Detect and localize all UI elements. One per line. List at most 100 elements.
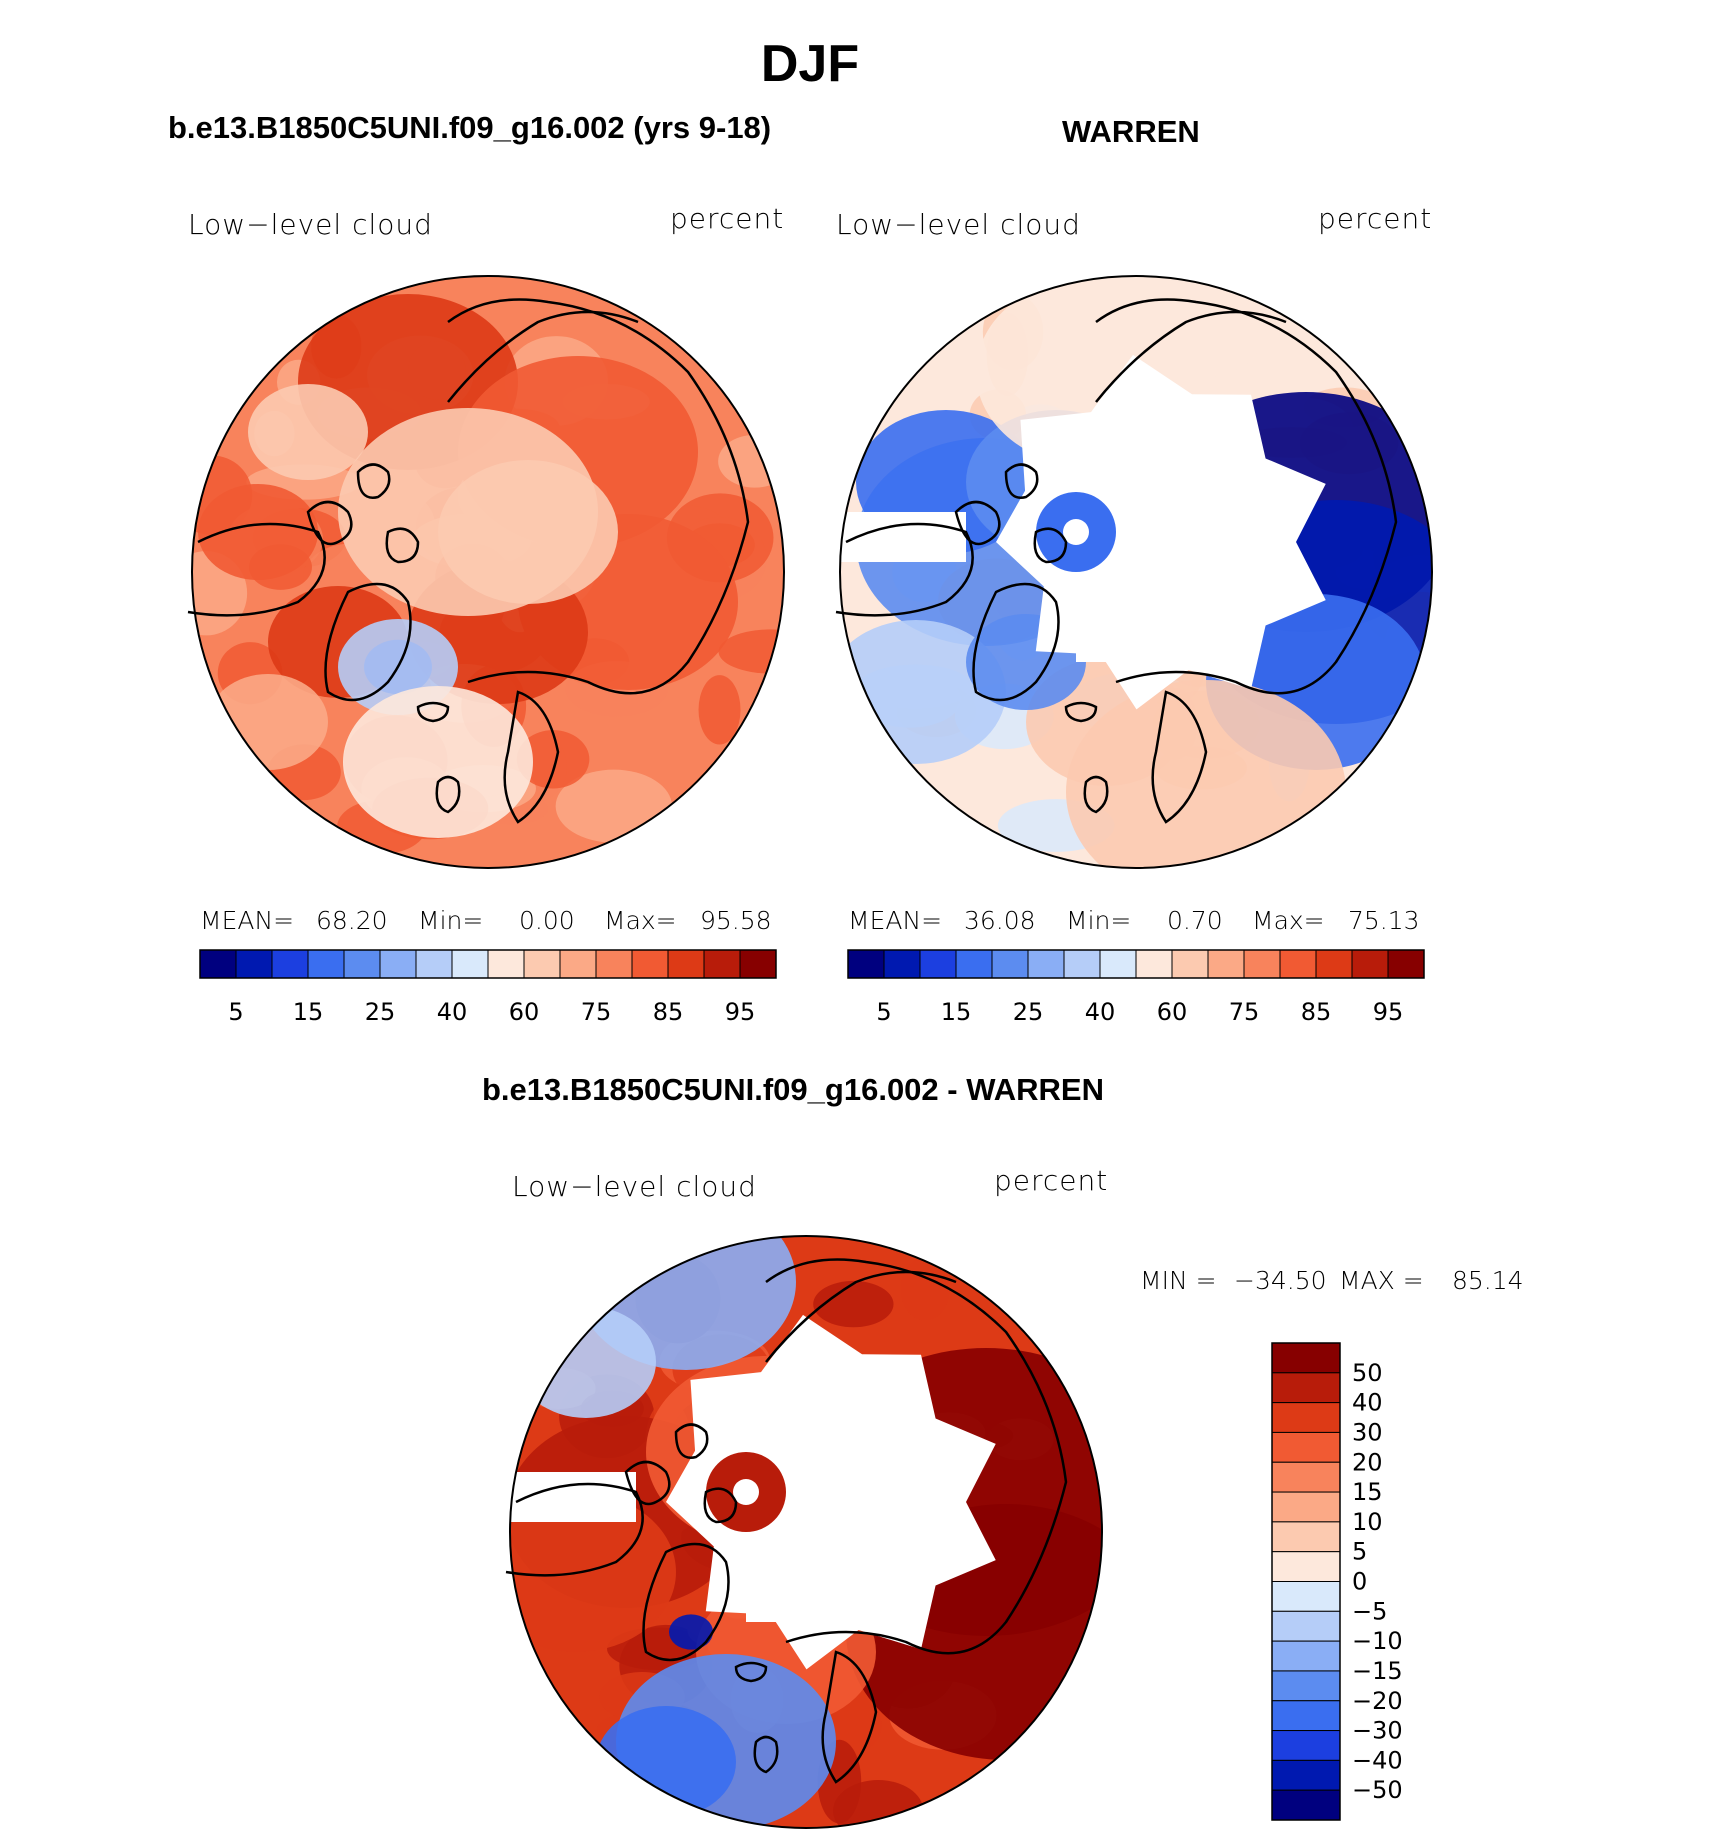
field-patch	[813, 1280, 894, 1328]
coastline	[674, 1423, 709, 1459]
figure-title: DJF	[760, 35, 860, 93]
colorbar-swatch	[631, 949, 669, 979]
field-region	[198, 484, 318, 580]
colorbar-tick-label: −10	[1352, 1627, 1403, 1655]
colorbar-swatch	[595, 949, 633, 979]
colorbar-tick-label: 5	[876, 998, 891, 1026]
colorbar-tick-label: 40	[1085, 998, 1116, 1026]
colorbar-swatch	[1271, 1402, 1341, 1433]
colorbar-swatch	[1243, 949, 1281, 979]
panel1-min-value: 0.00	[519, 906, 575, 935]
colorbar-swatch	[1271, 1610, 1341, 1642]
field-region	[596, 1706, 736, 1818]
colorbar-swatch	[1135, 949, 1173, 979]
colorbar-swatch	[487, 949, 525, 979]
field-region	[438, 460, 618, 604]
panel3-coastlines	[505, 1258, 1068, 1784]
panel2-title: WARREN	[1062, 114, 1200, 149]
colorbar-swatch	[919, 949, 957, 979]
colorbar-tick-label: 25	[1013, 998, 1044, 1026]
colorbar-swatch	[199, 949, 237, 979]
missing-data-block	[746, 1562, 796, 1622]
colorbar-tick-label: 75	[1229, 998, 1260, 1026]
panel3-min-label: MIN =	[1140, 1266, 1217, 1295]
coastline	[1095, 310, 1287, 403]
panel2-units-label: percent	[1318, 202, 1433, 235]
colorbar-tick-label: −30	[1352, 1717, 1403, 1745]
coastline	[642, 1542, 730, 1662]
colorbar-tick-label: 40	[1352, 1389, 1383, 1417]
coastline	[447, 298, 750, 695]
colorbar-tick-label: −20	[1352, 1687, 1403, 1715]
colorbar-tick-label: 5	[1352, 1538, 1367, 1566]
colorbar-swatch	[1271, 1551, 1341, 1582]
colorbar-swatch	[1279, 949, 1317, 979]
panel2-map	[840, 276, 1432, 868]
panel1-min-label: Min=	[418, 906, 484, 935]
colorbar-swatch	[1351, 949, 1389, 979]
missing-data-block	[866, 1422, 936, 1502]
colorbar-swatch	[955, 949, 993, 979]
panel1-colorbar: 5 15 25 40 60 75 85 95	[199, 949, 777, 1026]
panel2-coastlines	[835, 298, 1398, 824]
field-region	[343, 686, 533, 838]
colorbar-tick-label: −5	[1352, 1597, 1387, 1625]
colorbar-swatch	[1271, 1670, 1341, 1702]
coastline	[765, 1258, 1068, 1655]
colorbar-tick-label: 0	[1352, 1568, 1367, 1596]
panel3-map	[510, 1236, 1102, 1828]
colorbar-swatch	[1271, 1491, 1341, 1523]
field-patch	[900, 1257, 950, 1321]
coastline	[503, 690, 560, 824]
colorbar-tick-label: −50	[1352, 1776, 1403, 1804]
colorbar-swatch	[271, 949, 309, 979]
colorbar-tick-label: −40	[1352, 1746, 1403, 1774]
coastline	[416, 701, 450, 723]
colorbar-swatch	[883, 949, 921, 979]
colorbar-swatch	[1271, 1640, 1341, 1672]
panel2-mean-value: 36.08	[964, 906, 1036, 935]
colorbar-swatch	[1271, 1342, 1341, 1374]
coastline	[821, 1650, 878, 1784]
coastline	[187, 522, 326, 617]
coastline	[734, 1661, 768, 1683]
panel2-max-value: 75.13	[1348, 906, 1420, 935]
colorbar-tick-label: 75	[581, 998, 612, 1026]
coastline	[703, 1487, 738, 1524]
colorbar-tick-label: 20	[1352, 1448, 1383, 1476]
missing-data-block	[840, 512, 966, 562]
panel1-map-border	[191, 275, 785, 869]
field-region	[208, 674, 328, 770]
panel2-mean-label: MEAN=	[848, 906, 943, 935]
coastline	[765, 1270, 957, 1363]
colorbar-swatch	[1271, 1581, 1341, 1612]
colorbar-swatch	[1271, 1700, 1341, 1732]
panel1-title: b.e13.B1850C5UNI.f09_g16.002 (yrs 9-18)	[168, 110, 772, 145]
coastline	[1095, 298, 1398, 695]
coastline	[324, 582, 412, 702]
coastline	[435, 775, 461, 814]
missing-data-block	[1076, 602, 1126, 662]
coastline	[972, 582, 1060, 702]
panel1-max-label: Max=	[604, 906, 677, 935]
colorbar-tick-label: 60	[1157, 998, 1188, 1026]
colorbar-tick-label: 50	[1352, 1359, 1383, 1387]
colorbar-swatch	[1207, 949, 1245, 979]
colorbar-swatch	[1271, 1759, 1341, 1791]
colorbar-swatch	[235, 949, 273, 979]
colorbar-tick-label: 30	[1352, 1418, 1383, 1446]
colorbar-swatch	[1171, 949, 1209, 979]
field-region	[669, 1614, 713, 1650]
panel3-max-label: MAX =	[1339, 1266, 1424, 1295]
coastline	[385, 527, 420, 564]
colorbar-swatch	[343, 949, 381, 979]
field-region	[516, 1306, 656, 1418]
colorbar-tick-label: 5	[228, 998, 243, 1026]
coastline	[356, 463, 391, 499]
panel3-title: b.e13.B1850C5UNI.f09_g16.002 - WARREN	[482, 1072, 1104, 1107]
colorbar-tick-label: 85	[1301, 998, 1332, 1026]
colorbar-swatch	[703, 949, 741, 979]
panel2-max-label: Max=	[1252, 906, 1325, 935]
coastline	[1004, 463, 1039, 499]
missing-data-block	[1196, 462, 1266, 542]
